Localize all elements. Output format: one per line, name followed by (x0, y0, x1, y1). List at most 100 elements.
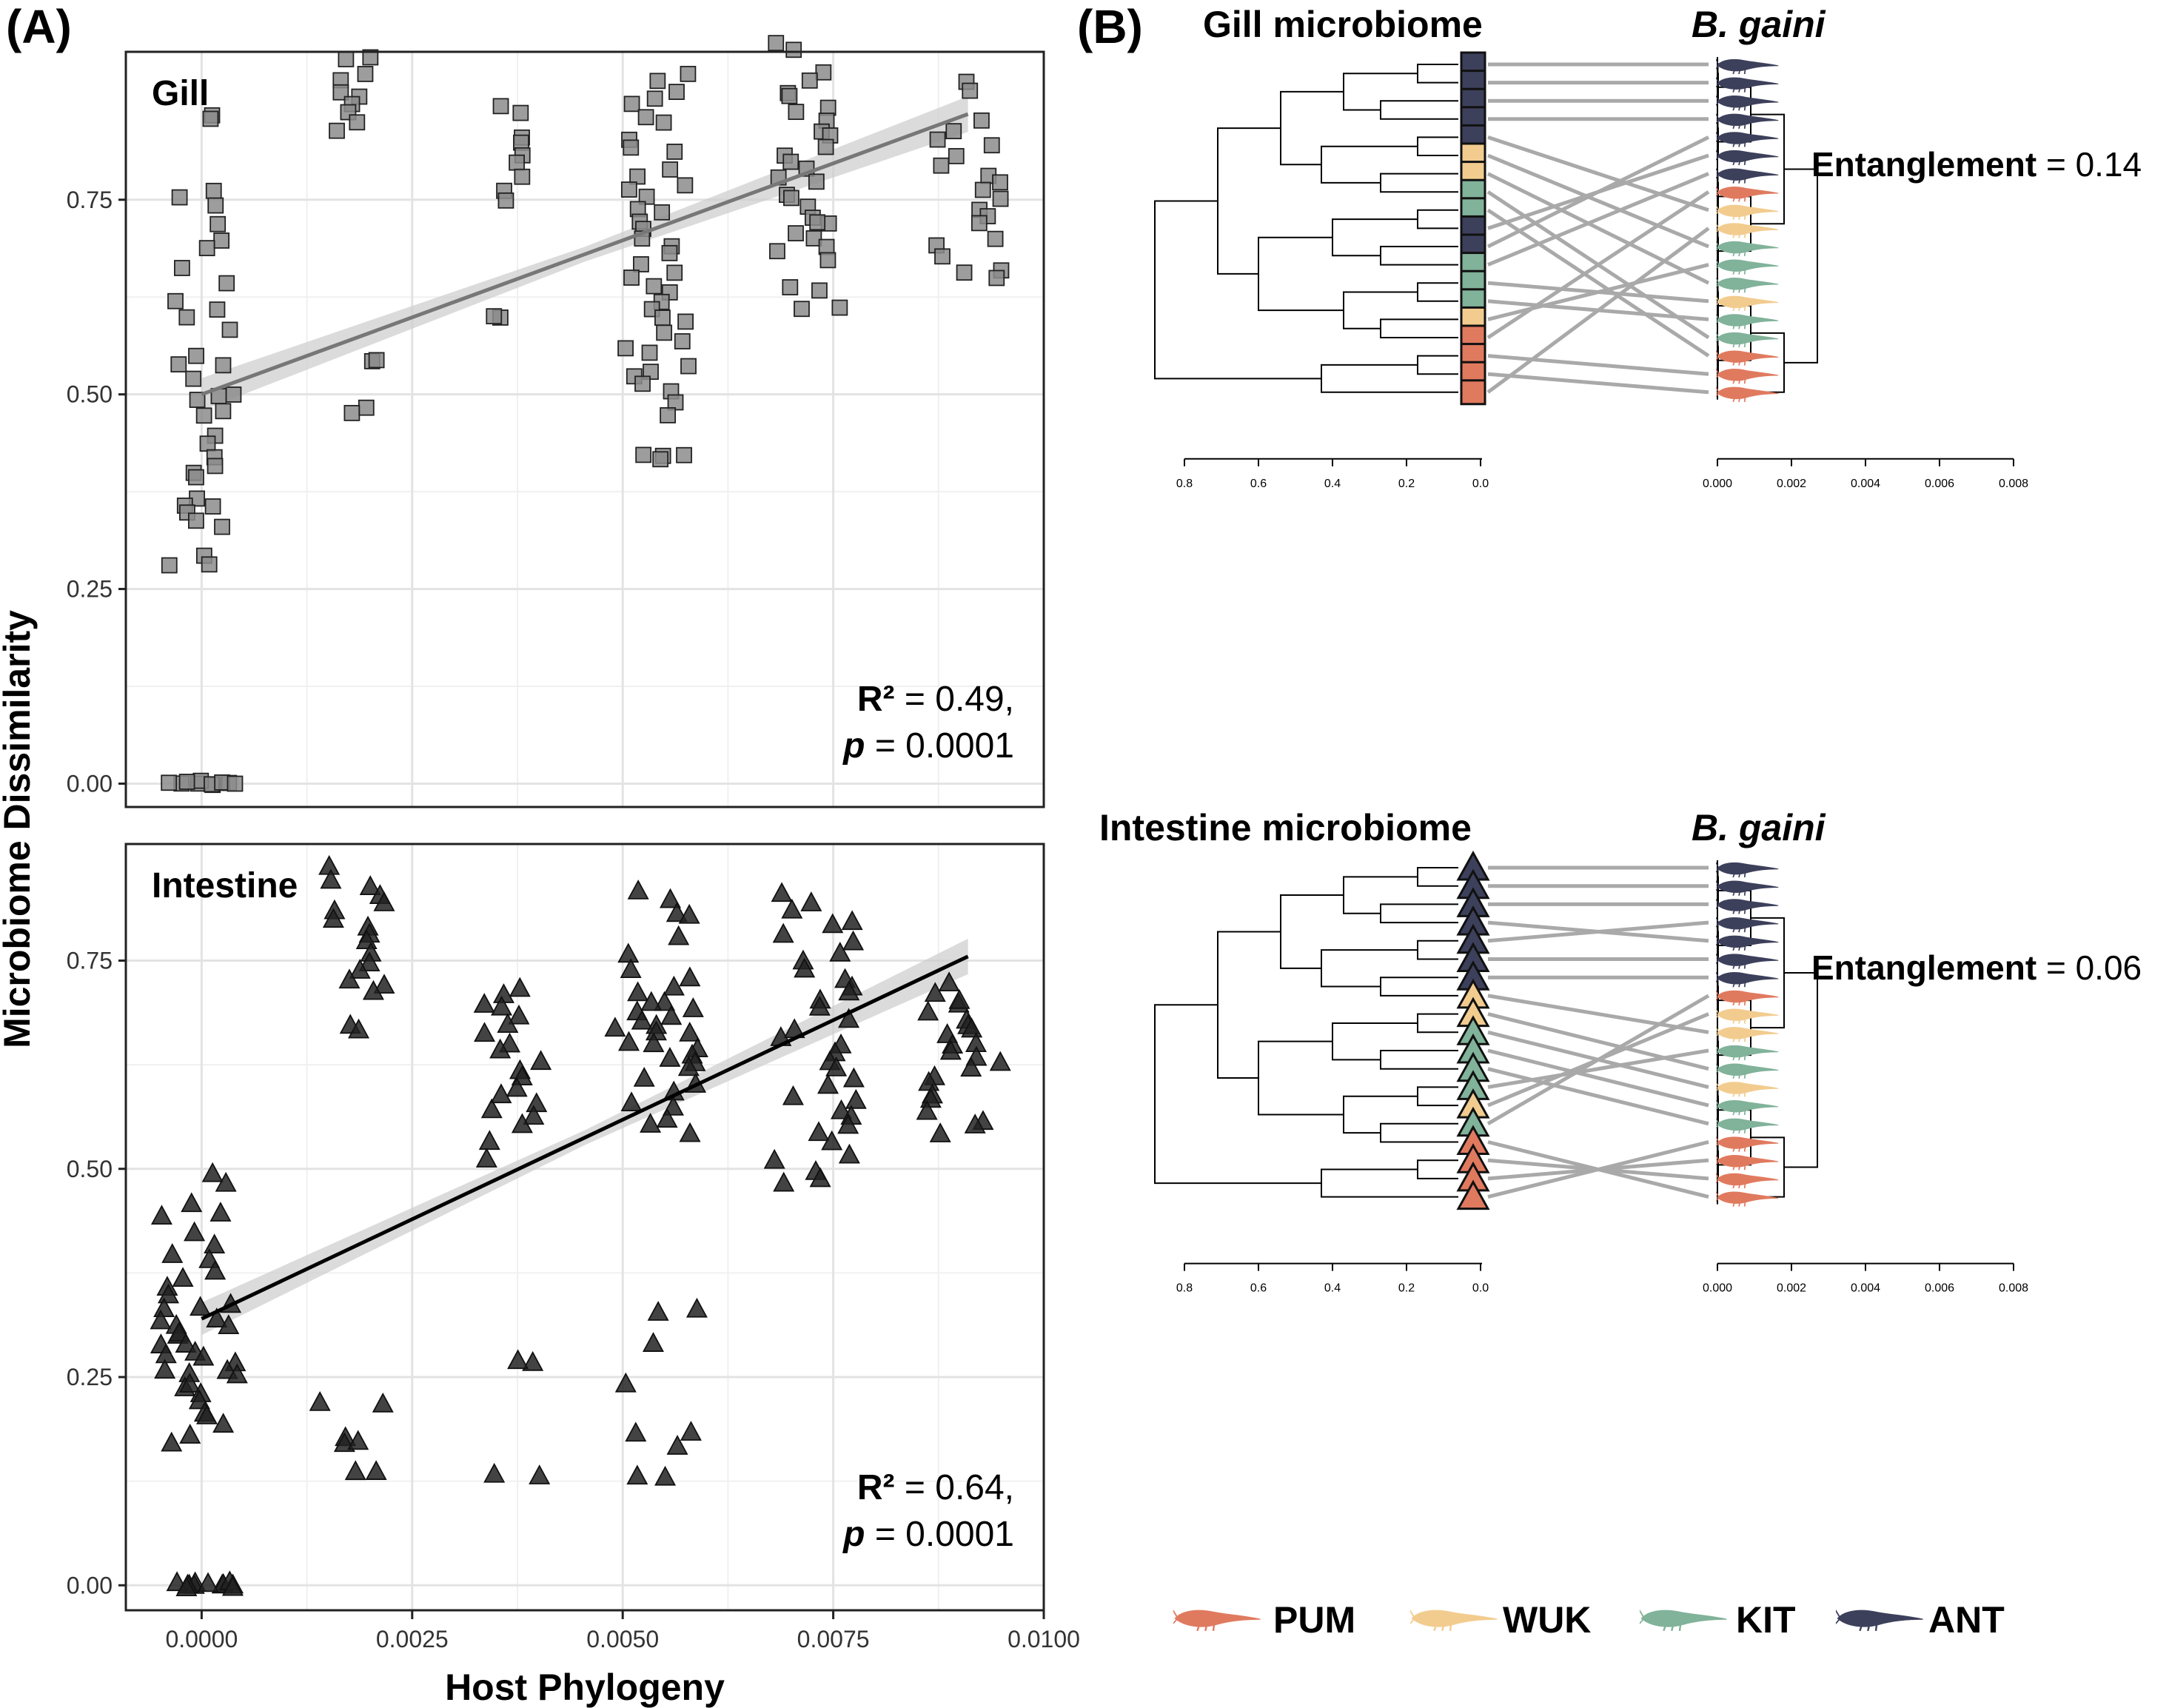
data-point (822, 913, 844, 934)
data-point (198, 240, 215, 257)
dendrogram-branch (1321, 145, 1418, 184)
shrimp-icon-ant (1716, 933, 1780, 951)
data-point (641, 344, 658, 361)
data-point (620, 1091, 643, 1112)
data-point (677, 1056, 700, 1076)
data-point (490, 1083, 512, 1104)
microbiome-axis-label: 0.2 (1398, 1282, 1415, 1295)
data-point (805, 230, 822, 247)
dendrogram-branch (1217, 127, 1281, 275)
data-point (654, 204, 671, 221)
host-tip-icons (1716, 860, 1780, 1208)
legend-label-ant: ANT (1928, 1599, 2005, 1641)
data-point (924, 982, 946, 1002)
data-point (623, 96, 640, 113)
gill-host-title: B. gaini (1692, 4, 1826, 45)
data-point (184, 1221, 206, 1242)
tanglegram-axes: 0.8 0.6 0.4 0.2 0.0 0.000 0.002 0.004 0.006 0.008 (1176, 1262, 2028, 1295)
dendrogram-branch (1154, 1004, 1321, 1185)
data-point (646, 278, 663, 295)
data-point (320, 868, 342, 889)
data-point (173, 260, 190, 276)
data-point (604, 1017, 626, 1037)
data-point (661, 244, 678, 261)
data-point (161, 1431, 183, 1452)
data-point (961, 1017, 983, 1038)
data-point (637, 109, 654, 126)
y-tick-label: 0.75 (67, 187, 113, 213)
data-point (343, 404, 361, 421)
data-point (638, 188, 655, 205)
data-point (199, 435, 216, 452)
data-point (646, 90, 663, 107)
data-point (785, 41, 802, 58)
host-axis-label: 0.008 (1999, 1282, 2028, 1295)
microbiome-axis-label: 0.4 (1324, 1282, 1341, 1295)
data-point (506, 1076, 528, 1097)
data-point (666, 902, 688, 922)
data-point (679, 1122, 701, 1142)
shrimp-icon-pum (1716, 348, 1780, 366)
microbiome-axis-label: 0.0 (1472, 478, 1489, 490)
dendrogram-branch (1280, 90, 1344, 166)
data-point (512, 104, 529, 121)
data-point (215, 1171, 237, 1192)
intestine-panel-title: Intestine (152, 866, 298, 905)
data-point (507, 1349, 529, 1370)
shrimp-icon-pum (1716, 1171, 1780, 1189)
dendrogram-branch (1380, 903, 1458, 924)
data-point (654, 309, 671, 326)
data-point (677, 313, 694, 330)
data-point (964, 1113, 986, 1133)
data-point (359, 875, 381, 895)
data-point (322, 908, 344, 928)
data-point (837, 1113, 859, 1134)
shrimp-icon-kit (1716, 312, 1780, 330)
data-point (170, 356, 187, 373)
data-point (617, 1031, 640, 1051)
data-point (617, 942, 640, 963)
gill-scatter-plot: Gill R² = 0.49, p = 0.0001 0.000.250.500… (67, 35, 1045, 808)
data-point (656, 1108, 678, 1128)
data-point (933, 157, 950, 174)
data-point (633, 1066, 655, 1087)
data-point (769, 243, 785, 260)
data-point (815, 64, 832, 81)
host-axis-label: 0.000 (1703, 1282, 1732, 1295)
data-point (801, 72, 818, 89)
tanglegram-axes: 0.8 0.6 0.4 0.2 0.0 0.000 0.002 0.004 0.006 0.008 (1176, 458, 2028, 490)
y-tick-label: 0.50 (67, 381, 113, 408)
gill-r2-value: = 0.49, (905, 680, 1014, 719)
data-point (679, 966, 701, 987)
shrimp-icon-kit (1716, 1061, 1780, 1079)
data-point (989, 1051, 1011, 1071)
data-point (677, 177, 694, 194)
data-point (620, 958, 642, 979)
data-point (626, 1464, 648, 1485)
data-point (838, 1008, 860, 1028)
data-point (201, 556, 218, 573)
data-point (788, 104, 805, 121)
gill-y-axis-ticks: 0.00 0.25 0.50 0.75 (67, 187, 126, 797)
data-point (948, 988, 970, 1009)
data-point (838, 1143, 860, 1164)
data-point (509, 977, 531, 997)
shrimp-icon-ant (1716, 878, 1780, 897)
legend-label-wuk: WUK (1503, 1599, 1591, 1641)
data-point (682, 997, 704, 1017)
data-point (838, 980, 860, 1001)
microbiome-axis-label: 0.2 (1398, 478, 1415, 490)
data-point (178, 309, 195, 326)
data-point (768, 35, 785, 52)
shrimp-icon-ant (1716, 130, 1780, 148)
shrimp-icon-ant (1716, 56, 1780, 75)
data-point (917, 1000, 939, 1021)
gill-p-value: = 0.0001 (875, 726, 1014, 766)
data-point (960, 1056, 982, 1077)
data-point (373, 974, 395, 994)
data-point (929, 1122, 951, 1142)
dendrogram-branch (1380, 977, 1458, 997)
tanglegram-link (1487, 135, 1709, 212)
data-point (623, 269, 640, 286)
intestine-entanglement: Entanglement = 0.06 (1811, 948, 2142, 987)
